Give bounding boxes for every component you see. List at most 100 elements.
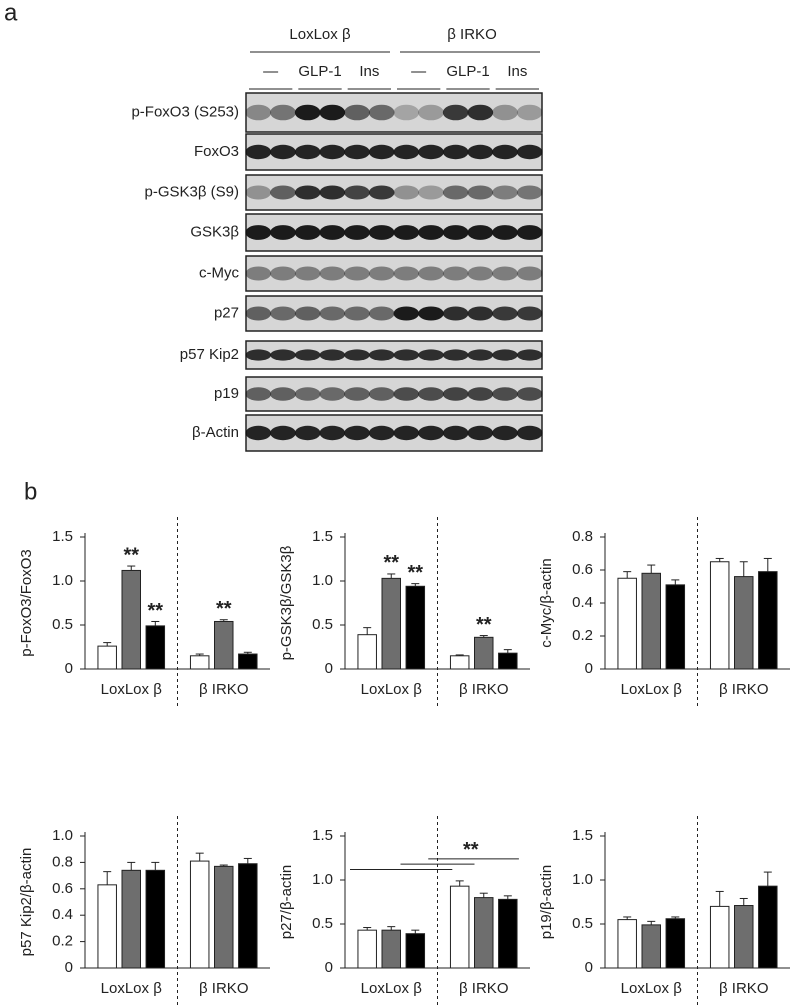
blot-band: [467, 225, 494, 240]
lane-label: Ins: [507, 63, 527, 80]
blot-band: [442, 185, 469, 200]
x-tick-label: β IRKO: [459, 980, 508, 997]
x-tick-label: LoxLox β: [101, 980, 163, 997]
y-axis-label: p-FoxO3/FoxO3: [18, 549, 35, 657]
bar: [449, 655, 470, 670]
blot-band: [368, 425, 395, 441]
blot-band: [294, 225, 321, 240]
blot-band: [319, 349, 346, 361]
blot-band: [418, 306, 444, 321]
blot-band: [319, 306, 346, 321]
blot-band: [368, 225, 395, 240]
bar: [189, 655, 210, 670]
blot-band: [344, 387, 370, 401]
bar: [214, 865, 234, 969]
blot-band: [492, 349, 518, 361]
panel-label: a: [4, 0, 18, 26]
x-tick-label: β IRKO: [719, 681, 768, 698]
blot-band: [516, 144, 543, 160]
bar: [617, 577, 637, 670]
blot-band: [393, 225, 420, 240]
blot-band: [368, 266, 395, 281]
y-tick-label: 0: [585, 959, 593, 976]
y-tick-label: 0: [65, 959, 73, 976]
y-tick-label: 1.0: [312, 871, 333, 888]
row-label: c-Myc: [199, 264, 239, 281]
significance: **: [408, 562, 424, 584]
bar: [238, 863, 258, 969]
significance: **: [216, 598, 232, 620]
blot-band: [393, 349, 420, 361]
blot-band: [467, 425, 494, 441]
bar: [665, 584, 686, 670]
blot-band: [344, 349, 370, 361]
bar: [97, 884, 117, 969]
blot-band: [245, 185, 272, 200]
blot-band: [492, 185, 518, 200]
blot-band: [418, 104, 444, 121]
bar: [474, 897, 494, 969]
blot-band: [294, 185, 321, 200]
blot-band: [418, 144, 444, 160]
blot-band: [492, 104, 518, 121]
x-tick-label: LoxLox β: [101, 681, 163, 698]
y-tick-label: 0.5: [572, 915, 593, 932]
y-tick-label: 0.8: [52, 853, 73, 870]
lane-label: Ins: [359, 63, 379, 80]
blot-band: [368, 306, 395, 321]
row-label: p57 Kip2: [180, 346, 239, 363]
blot-band: [319, 225, 346, 240]
bar: [498, 898, 518, 969]
y-tick-label: 1.5: [52, 528, 73, 545]
blot-band: [516, 185, 543, 200]
y-tick-label: 0: [585, 660, 593, 677]
bar: [405, 933, 426, 969]
y-tick-label: 0.6: [572, 561, 593, 578]
blot-band: [516, 266, 543, 281]
blot-band: [270, 144, 296, 160]
y-tick-label: 1.5: [572, 827, 593, 844]
y-tick-label: 1.0: [312, 572, 333, 589]
blot-band: [245, 225, 272, 240]
blot-band: [418, 225, 444, 240]
bar: [145, 625, 166, 670]
blot-band: [319, 266, 346, 281]
row-label: GSK3β: [190, 223, 239, 240]
blot-band: [442, 144, 469, 160]
blot-band: [516, 349, 543, 361]
bar: [381, 577, 401, 670]
group-label: LoxLox β: [289, 26, 351, 43]
blot-band: [516, 104, 543, 121]
y-axis-label: p57 Kip2/β-actin: [18, 848, 35, 957]
blot-band: [245, 144, 272, 160]
blot-band: [344, 425, 370, 441]
x-tick-label: β IRKO: [199, 681, 248, 698]
y-tick-label: 0: [65, 660, 73, 677]
blot-band: [516, 225, 543, 240]
y-tick-label: 1.5: [312, 528, 333, 545]
y-tick-label: 0.5: [312, 915, 333, 932]
blot-band: [368, 387, 395, 401]
blot-band: [467, 185, 494, 200]
blot-band: [516, 306, 543, 321]
blot-band: [319, 144, 346, 160]
bar: [641, 572, 661, 670]
x-tick-label: LoxLox β: [621, 980, 683, 997]
blot-band: [368, 104, 395, 121]
blot-band: [467, 104, 494, 121]
blot-band: [393, 144, 420, 160]
x-tick-label: β IRKO: [199, 980, 248, 997]
blot-band: [245, 425, 272, 441]
blot-band: [270, 306, 296, 321]
bar: [449, 885, 470, 969]
blot-band: [492, 266, 518, 281]
blot-band: [319, 425, 346, 441]
bar: [665, 918, 686, 969]
blot-band: [393, 185, 420, 200]
blot-band: [442, 225, 469, 240]
blot-band: [492, 306, 518, 321]
blot-band: [393, 387, 420, 401]
y-tick-label: 0.5: [52, 616, 73, 633]
blot-band: [492, 225, 518, 240]
